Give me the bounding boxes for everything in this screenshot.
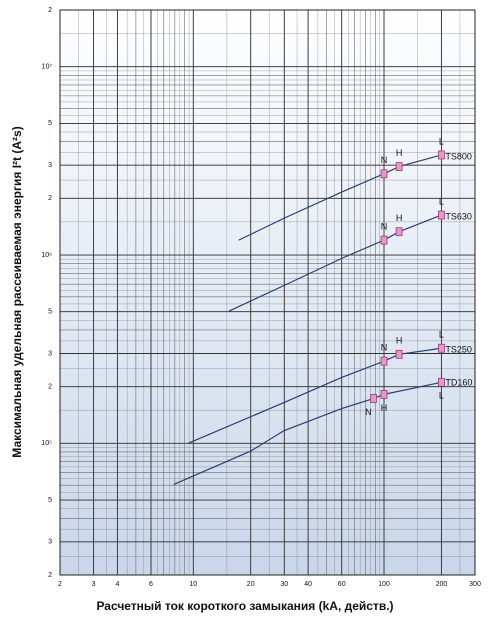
- y-tick-label: 5: [48, 120, 52, 127]
- rating-marker: [370, 394, 377, 403]
- series-label: TS800: [445, 151, 472, 161]
- rating-label: N: [365, 407, 372, 417]
- rating-label: H: [381, 403, 388, 413]
- x-tick-label: 200: [436, 581, 448, 588]
- y-tick-label: 2: [48, 7, 52, 14]
- rating-marker: [438, 343, 445, 353]
- y-tick-label: 10⁷: [42, 64, 53, 71]
- rating-label: H: [396, 336, 403, 346]
- y-tick-label: 2: [48, 195, 52, 202]
- rating-marker: [438, 377, 445, 387]
- series-label: TD160: [445, 378, 472, 388]
- rating-marker: [380, 235, 388, 245]
- x-tick-label: 30: [280, 581, 288, 588]
- plot-area: [60, 10, 475, 575]
- x-tick-label: 20: [247, 581, 255, 588]
- series-line: [187, 347, 442, 444]
- rating-marker: [380, 169, 388, 179]
- rating-marker: [380, 389, 388, 399]
- rating-label: N: [381, 221, 388, 231]
- x-tick-label: 60: [338, 581, 346, 588]
- plot-frame: [59, 9, 476, 576]
- series-label: TS630: [445, 211, 472, 221]
- rating-label: H: [396, 213, 403, 223]
- rating-marker: [438, 150, 445, 160]
- rating-marker: [395, 227, 403, 237]
- rating-label: H: [396, 148, 403, 158]
- y-tick-label: 2: [48, 572, 52, 579]
- rating-label: L: [439, 136, 444, 146]
- y-tick-label: 3: [48, 539, 52, 546]
- series-line: [228, 214, 442, 312]
- y-tick-label: 10⁵: [41, 440, 52, 447]
- x-tick-label: 4: [115, 581, 119, 588]
- y-tick-label: 5: [48, 309, 52, 316]
- x-tick-label: 2: [58, 581, 62, 588]
- x-tick-label: 300: [469, 581, 481, 588]
- rating-label: N: [381, 155, 388, 165]
- x-tick-label: 10: [189, 581, 197, 588]
- series-line: [238, 154, 442, 241]
- y-tick-label: 2: [48, 384, 52, 391]
- y-tick-label: 3: [48, 350, 52, 357]
- x-tick-label: 100: [378, 581, 390, 588]
- x-tick-label: 40: [304, 581, 312, 588]
- x-tick-label: 3: [92, 581, 96, 588]
- y-tick-label: 3: [48, 162, 52, 169]
- y-axis-title: Максимальная удельная рассеиваемая энерг…: [10, 126, 24, 457]
- x-axis-title: Расчетный ток короткого замыкания (kA, д…: [96, 599, 393, 613]
- rating-marker: [395, 162, 403, 171]
- series-label: TS250: [445, 345, 472, 355]
- y-tick-label: 10⁶: [41, 252, 52, 259]
- rating-label: L: [439, 330, 444, 340]
- rating-marker: [380, 356, 388, 366]
- y-tick-label: 5: [48, 497, 52, 504]
- rating-label: L: [439, 196, 444, 206]
- rating-marker: [395, 349, 403, 359]
- rating-label: N: [381, 343, 388, 353]
- x-tick-label: 6: [149, 581, 153, 588]
- rating-marker: [438, 210, 445, 220]
- rating-label: L: [439, 391, 444, 401]
